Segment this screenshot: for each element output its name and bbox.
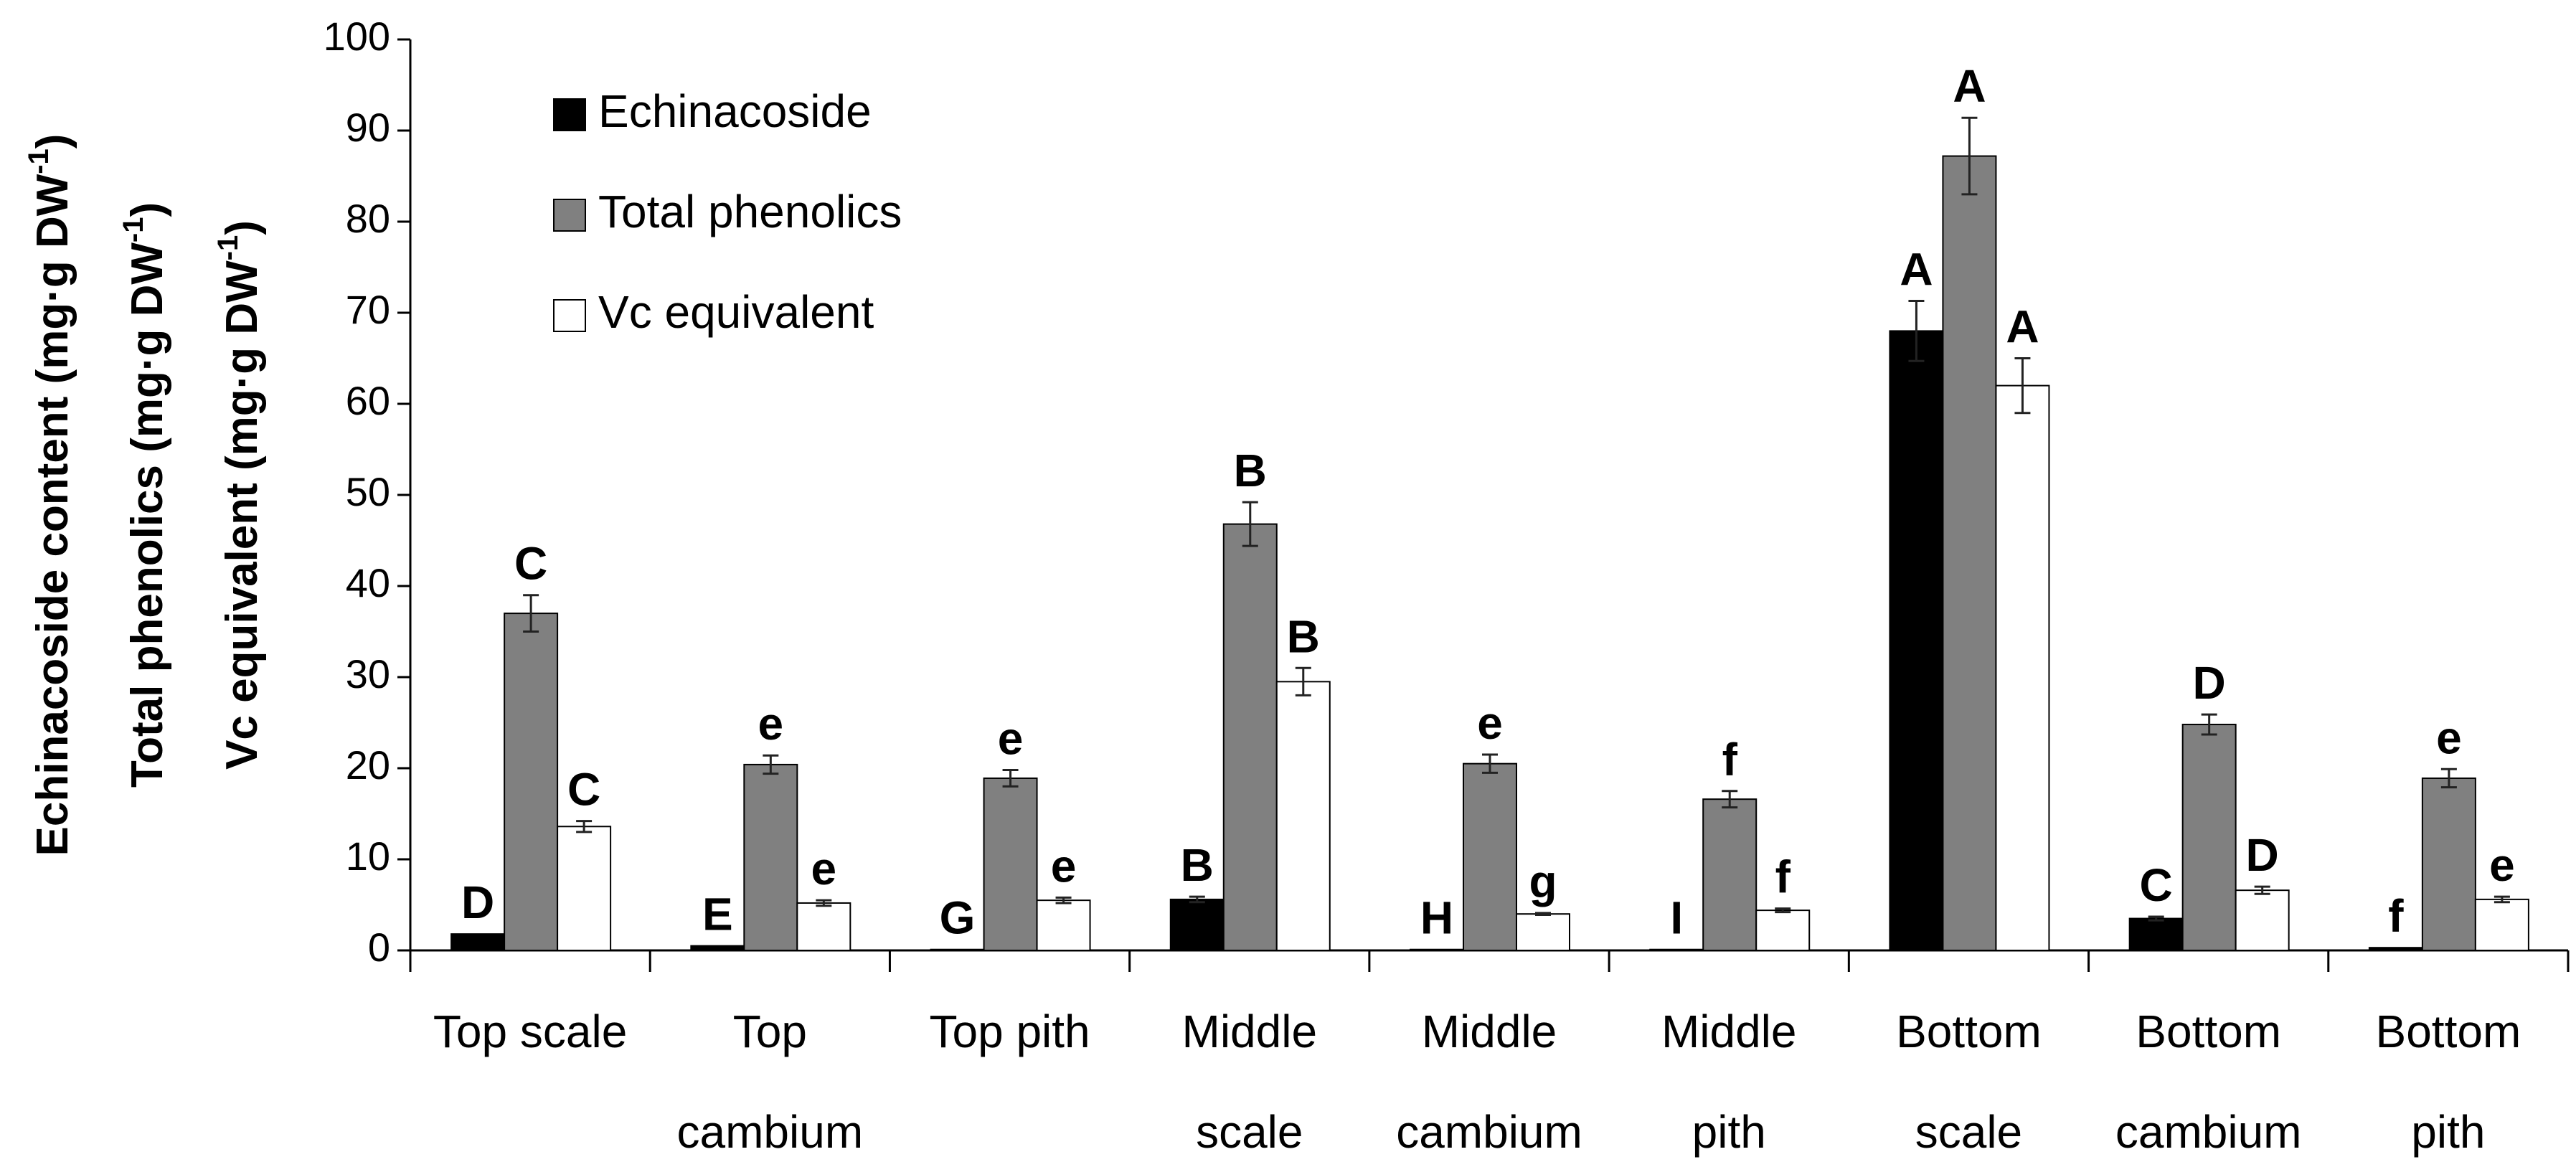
- bar-echinacoside: [1889, 330, 1944, 951]
- y-tick-label: 40: [346, 560, 390, 605]
- legend-label: Vc equivalent: [598, 286, 874, 338]
- bar-total_phenolics: [1463, 762, 1517, 952]
- y-axis-label-2: Total phenolics (mg·g DW-1): [118, 202, 173, 788]
- bar-total_phenolics: [1702, 798, 1758, 952]
- significance-label: e: [2436, 712, 2462, 763]
- x-category-label: Bottom: [2136, 1006, 2281, 1057]
- significance-label: B: [1234, 445, 1267, 496]
- significance-label: D: [2193, 657, 2226, 709]
- bar-vc_equivalent: [1275, 681, 1331, 951]
- y-tick-label: 20: [346, 742, 390, 788]
- significance-label: A: [1953, 60, 1986, 112]
- bar-vc_equivalent: [1516, 913, 1570, 951]
- bar-vc_equivalent: [1755, 910, 1811, 951]
- bar-vc_equivalent: [796, 902, 851, 951]
- bar-total_phenolics: [2421, 777, 2476, 951]
- significance-label: C: [514, 538, 547, 590]
- significance-label: e: [811, 843, 837, 894]
- bar-total_phenolics: [2181, 724, 2237, 951]
- bar-total_phenolics: [1942, 155, 1997, 951]
- bar-vc_equivalent: [1995, 384, 2050, 951]
- error-bars: [523, 116, 2510, 922]
- x-category-label: Bottom: [1896, 1006, 2042, 1057]
- bars: [450, 155, 2529, 952]
- legend-swatch-vc_equivalent: [553, 299, 586, 332]
- x-category-label: pith: [2411, 1106, 2485, 1158]
- bar-echinacoside: [450, 933, 506, 952]
- bar-vc_equivalent: [1036, 899, 1091, 952]
- bar-echinacoside: [2128, 917, 2184, 952]
- x-category-label: Bottom: [2376, 1006, 2521, 1057]
- significance-label: e: [998, 713, 1024, 765]
- x-category-label: scale: [1915, 1106, 2022, 1158]
- significance-label: g: [1529, 856, 1557, 907]
- significance-label: A: [1900, 243, 1933, 295]
- y-axis-label-3: Vc equivalent (mg·g DW-1): [212, 220, 268, 770]
- significance-label: e: [2489, 839, 2515, 891]
- legend: Echinacoside Total phenolics Vc equivalent: [553, 85, 902, 338]
- y-tick-label: 30: [346, 651, 390, 696]
- significance-label: C: [567, 764, 600, 816]
- x-category-label: scale: [1196, 1106, 1303, 1158]
- bar-total_phenolics: [504, 613, 559, 951]
- y-tick-label: 50: [346, 469, 390, 514]
- significance-label: I: [1670, 892, 1683, 944]
- bar-total_phenolics: [983, 777, 1038, 951]
- x-category-label: Middle: [1182, 1006, 1318, 1057]
- legend-swatch-total_phenolics: [553, 199, 586, 232]
- bar-echinacoside: [690, 945, 745, 952]
- x-category-label: Middle: [1422, 1006, 1557, 1057]
- y-tick-label: 90: [346, 105, 390, 150]
- category-labels: Top scale Top cambium Top pith Middle scale Mi…: [433, 1006, 2521, 1158]
- significance-label: D: [461, 877, 494, 928]
- significance-label: A: [2006, 301, 2039, 353]
- significance-label: B: [1287, 610, 1320, 662]
- significance-label: f: [1775, 851, 1791, 903]
- bar-vc_equivalent: [557, 826, 612, 952]
- significance-label: E: [702, 889, 733, 940]
- bar-vc_equivalent: [2474, 898, 2529, 952]
- bar-total_phenolics: [743, 763, 798, 952]
- x-category-label: Top scale: [433, 1006, 627, 1057]
- y-tick-label: 70: [346, 287, 390, 332]
- bar-echinacoside: [1169, 898, 1225, 952]
- legend-label: Total phenolics: [598, 186, 902, 237]
- x-category-label: Middle: [1661, 1006, 1797, 1057]
- y-tick-label: 0: [368, 925, 390, 970]
- bar-vc_equivalent: [2235, 889, 2290, 952]
- y-tick-label: 100: [324, 14, 390, 59]
- significance-label: H: [1420, 892, 1453, 944]
- x-category-label: cambium: [1396, 1106, 1582, 1158]
- x-category-label: cambium: [677, 1106, 864, 1158]
- significance-label: B: [1181, 839, 1214, 891]
- y-tick-label: 10: [346, 833, 390, 879]
- x-category-label: pith: [1692, 1106, 1766, 1158]
- significance-label: D: [2246, 829, 2279, 881]
- significance-label: G: [940, 892, 976, 944]
- significance-label: e: [758, 698, 784, 750]
- significance-label: f: [1722, 734, 1738, 785]
- y-tick-label: 60: [346, 378, 390, 423]
- y-ticks: 0 10 20 30 40 50 60 70 80 90 100: [324, 14, 410, 970]
- x-category-label: Top pith: [929, 1006, 1090, 1057]
- significance-label: e: [1051, 840, 1077, 892]
- legend-swatch-echinacoside: [553, 98, 586, 131]
- y-axis-labels: Echinacoside content (mg·g DW-1) Total ph…: [23, 134, 268, 856]
- bar-total_phenolics: [1222, 523, 1278, 951]
- legend-label: Echinacoside: [598, 85, 872, 137]
- significance-label: f: [2388, 890, 2404, 942]
- x-category-label: Top: [733, 1006, 807, 1057]
- y-tick-label: 80: [346, 196, 390, 241]
- x-category-label: cambium: [2115, 1106, 2302, 1158]
- y-axis-label-1: Echinacoside content (mg·g DW-1): [23, 134, 78, 856]
- bar-echinacoside: [2368, 947, 2423, 951]
- significance-label: e: [1477, 697, 1503, 749]
- significance-label: C: [2140, 859, 2173, 911]
- significance-labels: D C C Ee e Ge e B B B He g If f A A A C D Df e e: [461, 60, 2515, 944]
